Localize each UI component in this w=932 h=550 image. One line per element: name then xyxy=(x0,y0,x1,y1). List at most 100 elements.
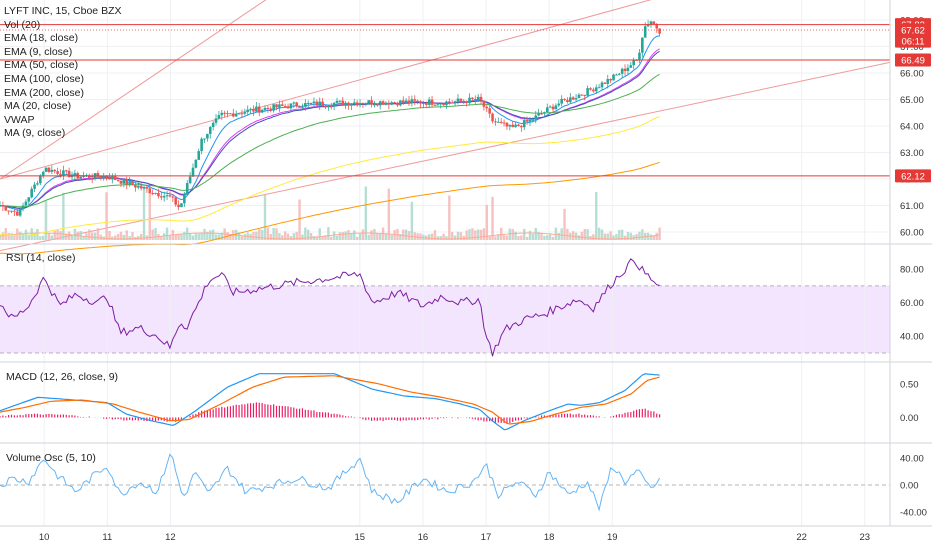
candle-body[interactable] xyxy=(563,98,566,100)
candle-body[interactable] xyxy=(597,87,601,89)
candle-body[interactable] xyxy=(520,126,523,128)
candle-body[interactable] xyxy=(352,102,356,104)
candle-body[interactable] xyxy=(471,97,474,100)
candle-body[interactable] xyxy=(341,100,345,106)
candle-body[interactable] xyxy=(393,102,396,104)
candle-body[interactable] xyxy=(0,205,2,207)
candle-body[interactable] xyxy=(514,124,517,128)
candle-body[interactable] xyxy=(655,23,659,29)
candle-body[interactable] xyxy=(361,103,365,105)
candle-body[interactable] xyxy=(64,170,68,172)
candle-body[interactable] xyxy=(384,102,388,105)
candle-body[interactable] xyxy=(629,65,633,68)
candle-body[interactable] xyxy=(295,102,298,107)
candle-body[interactable] xyxy=(139,186,143,189)
candle-body[interactable] xyxy=(30,188,33,198)
candle-body[interactable] xyxy=(99,176,103,179)
candle-body[interactable] xyxy=(612,74,615,81)
candle-body[interactable] xyxy=(13,210,16,212)
legend-ema50[interactable]: EMA (50, close) xyxy=(4,59,79,72)
candle-body[interactable] xyxy=(453,101,457,103)
candle-body[interactable] xyxy=(606,79,610,84)
candle-body[interactable] xyxy=(162,196,166,198)
candle-body[interactable] xyxy=(67,170,71,178)
candle-body[interactable] xyxy=(257,106,261,113)
candle-body[interactable] xyxy=(543,112,546,114)
candle-body[interactable] xyxy=(197,151,201,160)
macd-signal-line[interactable] xyxy=(0,375,660,425)
candle-body[interactable] xyxy=(649,21,653,25)
candle-body[interactable] xyxy=(73,173,77,176)
candle-body[interactable] xyxy=(96,173,100,177)
candle-body[interactable] xyxy=(390,102,394,105)
candle-body[interactable] xyxy=(407,100,411,104)
candle-body[interactable] xyxy=(47,167,51,172)
candle-body[interactable] xyxy=(413,99,417,101)
candle-body[interactable] xyxy=(102,176,105,179)
candle-body[interactable] xyxy=(445,101,448,106)
candle-body[interactable] xyxy=(335,100,339,103)
candle-body[interactable] xyxy=(113,176,117,181)
candle-body[interactable] xyxy=(177,204,180,208)
candle-body[interactable] xyxy=(324,105,327,107)
candle-body[interactable] xyxy=(358,103,362,106)
candle-body[interactable] xyxy=(494,121,497,123)
candle-body[interactable] xyxy=(399,100,402,106)
legend-ma9[interactable]: MA (9, close) xyxy=(4,127,66,140)
candle-body[interactable] xyxy=(376,104,379,106)
candle-body[interactable] xyxy=(4,206,8,211)
candle-body[interactable] xyxy=(580,94,584,96)
volume-osc-pane-label[interactable]: Volume Osc (5, 10) xyxy=(6,452,96,464)
candle-body[interactable] xyxy=(188,176,192,184)
candle-body[interactable] xyxy=(292,102,296,104)
candle-body[interactable] xyxy=(531,119,535,121)
candle-body[interactable] xyxy=(27,197,31,202)
macd-pane-label[interactable]: MACD (12, 26, close, 9) xyxy=(6,371,119,383)
candle-body[interactable] xyxy=(566,99,569,103)
candle-body[interactable] xyxy=(658,28,661,34)
candle-body[interactable] xyxy=(450,102,454,104)
candle-body[interactable] xyxy=(448,101,451,103)
candle-body[interactable] xyxy=(534,115,538,120)
candle-body[interactable] xyxy=(557,103,561,106)
candle-body[interactable] xyxy=(70,175,74,178)
candle-body[interactable] xyxy=(50,169,54,172)
candle-body[interactable] xyxy=(433,104,437,106)
candle-body[interactable] xyxy=(603,82,607,84)
candle-body[interactable] xyxy=(643,26,647,38)
candle-body[interactable] xyxy=(7,210,10,212)
candle-body[interactable] xyxy=(266,107,270,109)
candle-body[interactable] xyxy=(148,188,152,194)
candle-body[interactable] xyxy=(545,107,549,113)
candle-body[interactable] xyxy=(439,103,443,105)
candle-body[interactable] xyxy=(387,102,391,105)
candle-body[interactable] xyxy=(355,102,359,106)
candle-body[interactable] xyxy=(370,100,373,105)
candle-body[interactable] xyxy=(479,96,483,101)
candle-body[interactable] xyxy=(586,88,589,96)
candle-body[interactable] xyxy=(171,196,175,198)
candle-body[interactable] xyxy=(263,107,267,110)
candle-body[interactable] xyxy=(304,103,307,107)
candle-body[interactable] xyxy=(517,124,520,127)
candle-body[interactable] xyxy=(191,167,195,177)
candle-body[interactable] xyxy=(306,102,310,104)
candle-body[interactable] xyxy=(168,195,172,197)
candle-body[interactable] xyxy=(160,196,163,198)
candle-body[interactable] xyxy=(381,101,385,105)
candle-body[interactable] xyxy=(134,185,137,188)
rsi-pane-label[interactable]: RSI (14, close) xyxy=(6,252,76,264)
candle-body[interactable] xyxy=(364,103,368,105)
candle-body[interactable] xyxy=(338,100,342,102)
candle-body[interactable] xyxy=(430,99,434,105)
candle-body[interactable] xyxy=(646,24,650,27)
legend-ma20[interactable]: MA (20, close) xyxy=(4,100,72,113)
candle-body[interactable] xyxy=(223,112,226,114)
candle-body[interactable] xyxy=(255,106,258,112)
candle-body[interactable] xyxy=(116,180,120,182)
candle-body[interactable] xyxy=(626,67,630,71)
candle-body[interactable] xyxy=(641,37,644,53)
candle-body[interactable] xyxy=(592,89,595,92)
candle-body[interactable] xyxy=(347,102,350,106)
candle-body[interactable] xyxy=(183,194,186,204)
